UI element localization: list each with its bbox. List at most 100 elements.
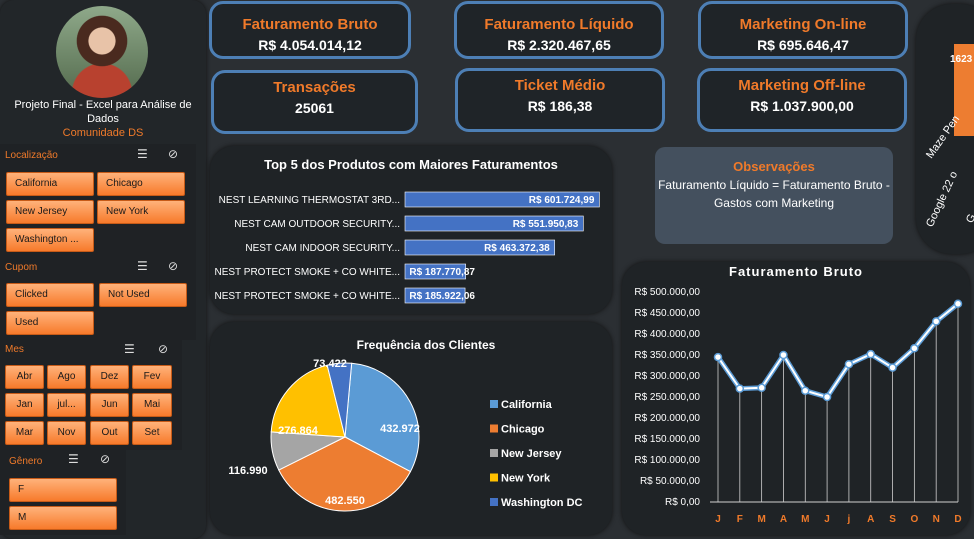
chart-title: Top 5 dos Produtos com Maiores Faturamen…: [264, 157, 558, 172]
bar-category-label: NEST PROTECT SMOKE + CO WHITE...: [215, 291, 401, 302]
partial-bar: [954, 44, 974, 136]
y-tick-label: R$ 200.000,00: [634, 413, 700, 424]
slicer-item-dez[interactable]: Dez: [90, 365, 129, 389]
bar-value-label: R$ 601.724,99: [529, 195, 595, 206]
slicer-item-set[interactable]: Set: [132, 421, 172, 445]
data-point: [801, 386, 810, 395]
kpi-title: Ticket Médio: [514, 77, 606, 94]
pie-data-label: 432.972: [380, 423, 420, 435]
data-point: [888, 363, 897, 372]
kpi-faturamento-bruto: Faturamento Bruto R$ 4.054.014,12: [209, 1, 411, 59]
y-tick-label: R$ 450.000,00: [634, 308, 700, 319]
bar-category-label: NEST CAM INDOOR SECURITY...: [245, 243, 400, 254]
kpi-value: R$ 4.054.014,12: [258, 37, 362, 53]
kpi-marketing-online: Marketing On-line R$ 695.646,47: [698, 1, 908, 59]
slicer-item-new-york[interactable]: New York: [97, 200, 185, 224]
y-tick-label: R$ 400.000,00: [634, 329, 700, 340]
pie-slice: [326, 362, 353, 438]
multi-select-icon[interactable]: ☰: [137, 147, 148, 161]
kpi-value: R$ 695.646,47: [757, 37, 849, 53]
kpi-title: Faturamento Bruto: [242, 16, 378, 33]
slicer-item-jun[interactable]: Jun: [90, 393, 129, 417]
data-point: [735, 384, 745, 393]
slicer-item-nov[interactable]: Nov: [47, 421, 86, 445]
slicer-item-mai[interactable]: Mai: [132, 393, 172, 417]
line-panel: Faturamento Bruto R$ 0,00 R$ 50.000,00 R$ …: [622, 262, 970, 535]
multi-select-icon[interactable]: ☰: [124, 342, 135, 356]
slicer-item-out[interactable]: Out: [90, 421, 129, 445]
slicer-genero-title: Gênero: [9, 456, 43, 467]
slicer-item-m[interactable]: M: [9, 506, 117, 530]
pie-slice: [278, 436, 412, 512]
kpi-faturamento-liquido: Faturamento Líquido R$ 2.320.467,65: [454, 1, 664, 59]
data-point: [910, 344, 919, 353]
chart-title: Faturamento Bruto: [729, 264, 863, 279]
clear-filter-icon[interactable]: ⊘: [168, 147, 179, 161]
slicer-item-mar[interactable]: Mar: [5, 421, 44, 445]
slicer-item-fev[interactable]: Fev: [132, 365, 172, 389]
data-point: [757, 383, 766, 393]
y-tick-label: R$ 50.000,00: [640, 476, 700, 487]
partial-cat-label: Google 22 o: [924, 169, 961, 230]
pie-data-label: 116.990: [228, 465, 267, 477]
slicer-item-f[interactable]: F: [9, 478, 117, 502]
slicer-cupom-title: Cupom: [5, 262, 38, 273]
kpi-title: Marketing Off-line: [738, 77, 866, 94]
data-point: [866, 349, 875, 359]
bar: [404, 239, 556, 256]
y-tick-label: R$ 250.000,00: [634, 392, 700, 403]
line-chart: R$ 0,00 R$ 50.000,00 R$ 100.000,00 R$ 150.0…: [634, 287, 963, 525]
clear-filter-icon[interactable]: ⊘: [168, 259, 179, 273]
x-tick-label: F: [737, 514, 743, 525]
slicer-item-ago[interactable]: Ago: [47, 365, 86, 389]
legend-swatch: [490, 498, 498, 506]
data-point: [844, 359, 854, 369]
kpi-value: R$ 2.320.467,65: [507, 37, 611, 53]
data-point: [779, 350, 788, 360]
project-title: Projeto Final - Excel para Análise de Da…: [14, 99, 192, 125]
multi-select-icon[interactable]: ☰: [137, 259, 148, 273]
partial-cat-label: G: [964, 212, 974, 226]
x-tick-label: S: [889, 514, 896, 525]
data-point: [953, 299, 963, 309]
legend-label: Washington DC: [501, 497, 583, 509]
bar-category-label: NEST LEARNING THERMOSTAT 3RD...: [219, 195, 400, 206]
kpi-title: Marketing On-line: [739, 16, 867, 33]
data-point: [713, 352, 723, 362]
slicer-item-not-used[interactable]: Not Used: [99, 283, 187, 307]
slicer-item-clicked[interactable]: Clicked: [6, 283, 94, 307]
clear-filter-icon[interactable]: ⊘: [100, 452, 111, 466]
x-tick-label: M: [757, 514, 765, 525]
kpi-marketing-offline: Marketing Off-line R$ 1.037.900,00: [697, 68, 907, 132]
pie-data-label: 482.550: [325, 495, 365, 507]
bar-category-label: NEST PROTECT SMOKE + CO WHITE...: [215, 267, 401, 278]
data-point: [931, 317, 941, 326]
slicer-item-washington[interactable]: Washington ...: [6, 228, 94, 252]
top5-bar-chart: NEST LEARNING THERMOSTAT 3RD... R$ 601.72…: [215, 191, 600, 304]
legend-label: California: [501, 399, 553, 411]
slicer-item-jan[interactable]: Jan: [5, 393, 44, 417]
slicer-item-new-jersey[interactable]: New Jersey: [6, 200, 94, 224]
y-tick-label: R$ 500.000,00: [634, 287, 700, 298]
multi-select-icon[interactable]: ☰: [68, 452, 79, 466]
slicer-item-used[interactable]: Used: [6, 311, 94, 335]
x-tick-label: J: [715, 514, 721, 525]
slicer-item-abr[interactable]: Abr: [5, 365, 44, 389]
bar-value-label: R$ 463.372,38: [484, 243, 550, 254]
x-tick-label: J: [824, 514, 830, 525]
pie-chart: 432.972 California 482.550 Chicago 116.990 Ne…: [228, 358, 583, 512]
slicer-item-jul[interactable]: jul...: [47, 393, 86, 417]
legend-swatch: [490, 424, 498, 433]
kpi-ticket-medio: Ticket Médio R$ 186,38: [455, 68, 665, 132]
legend-label: New York: [501, 473, 551, 485]
slicer-localizacao-title: Localização: [5, 150, 58, 161]
pie-slice: [344, 362, 420, 473]
legend-swatch: [490, 473, 498, 482]
bar: [404, 215, 584, 232]
legend-label: New Jersey: [501, 448, 562, 460]
partial-chart-panel: 1623 Maze Pen Google 22 o G: [916, 4, 974, 254]
observacoes-title: Observações: [733, 159, 815, 174]
clear-filter-icon[interactable]: ⊘: [158, 342, 169, 356]
slicer-item-california[interactable]: California: [6, 172, 94, 196]
slicer-item-chicago[interactable]: Chicago: [97, 172, 185, 196]
